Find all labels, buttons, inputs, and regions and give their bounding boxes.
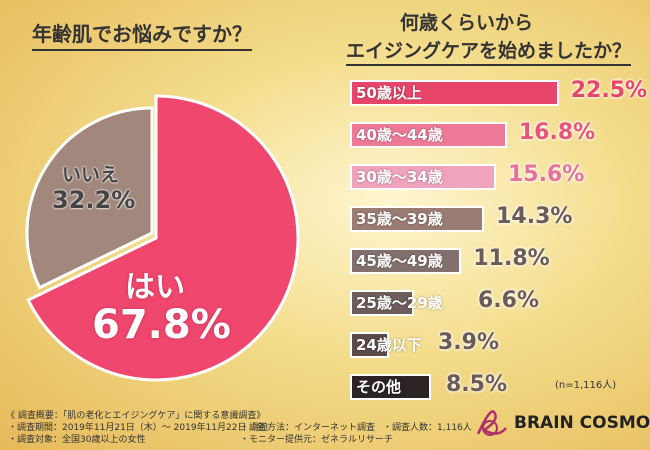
sample-size-note: (n=1,116人) bbox=[555, 380, 617, 391]
bar bbox=[350, 164, 496, 190]
survey-monitor: ・モニター提供元：ゼネラルリサーチ bbox=[240, 435, 394, 445]
bar-value-label: 3.9% bbox=[438, 330, 500, 355]
pie-label-yes: はい bbox=[125, 270, 185, 305]
bar bbox=[350, 290, 415, 316]
bar-category-label: 24歳以下 bbox=[356, 336, 422, 354]
survey-target: ・調査対象：全国30歳以上の女性 bbox=[8, 435, 146, 445]
bar bbox=[350, 122, 507, 148]
brand-logo-icon bbox=[476, 410, 507, 436]
bar-category-label: 40歳〜44歳 bbox=[356, 126, 443, 144]
bar bbox=[350, 80, 559, 106]
bar-category-label: 30歳〜34歳 bbox=[356, 168, 443, 186]
bar bbox=[350, 206, 485, 232]
bar bbox=[350, 374, 432, 400]
pie-slice-yes bbox=[26, 94, 300, 382]
survey-method: ・調査方法：インターネット調査 bbox=[240, 423, 376, 433]
pie-chart bbox=[25, 94, 300, 382]
pie-label-no: いいえ bbox=[62, 164, 120, 186]
bar-category-label: 50歳以上 bbox=[356, 84, 422, 102]
bar-category-label: 25歳〜29歳 bbox=[356, 294, 443, 312]
bar-value-label: 11.8% bbox=[473, 246, 550, 271]
bar bbox=[350, 332, 390, 358]
bar-value-label: 14.3% bbox=[496, 204, 573, 229]
bar-category-label: 45歳〜49歳 bbox=[356, 252, 443, 270]
bar-title-line2: エイジングケアを始めましたか？ bbox=[346, 36, 632, 66]
bar-value-label: 8.5% bbox=[446, 372, 508, 397]
bar-value-label: 15.6% bbox=[507, 162, 585, 187]
brand-name: BRAIN COSMOS bbox=[514, 413, 650, 433]
bar-value-label: 16.8% bbox=[518, 120, 596, 145]
bar-value-label: 22.5% bbox=[570, 78, 648, 103]
bar-category-label: その他 bbox=[356, 378, 402, 396]
bar-category-label: 35歳〜39歳 bbox=[356, 210, 443, 228]
pie-title: 年齢肌でお悩みですか？ bbox=[32, 18, 252, 51]
survey-period: ・調査期間：2019年11月21日（木）〜 2019年11月22日（金） bbox=[8, 423, 274, 433]
pie-slice-no bbox=[25, 106, 154, 290]
pie-value-yes: 67.8% bbox=[92, 302, 231, 348]
bar-value-label: 6.6% bbox=[478, 288, 540, 313]
pie-value-no: 32.2% bbox=[52, 186, 136, 214]
bar bbox=[350, 248, 462, 274]
bar-title-line1: 何歳くらいから bbox=[400, 12, 534, 34]
survey-count: ・調査人数：1,116人 bbox=[383, 423, 472, 433]
survey-title: 《 調査概要：「肌の老化とエイジングケア」に関する意識調査》 bbox=[6, 411, 266, 421]
